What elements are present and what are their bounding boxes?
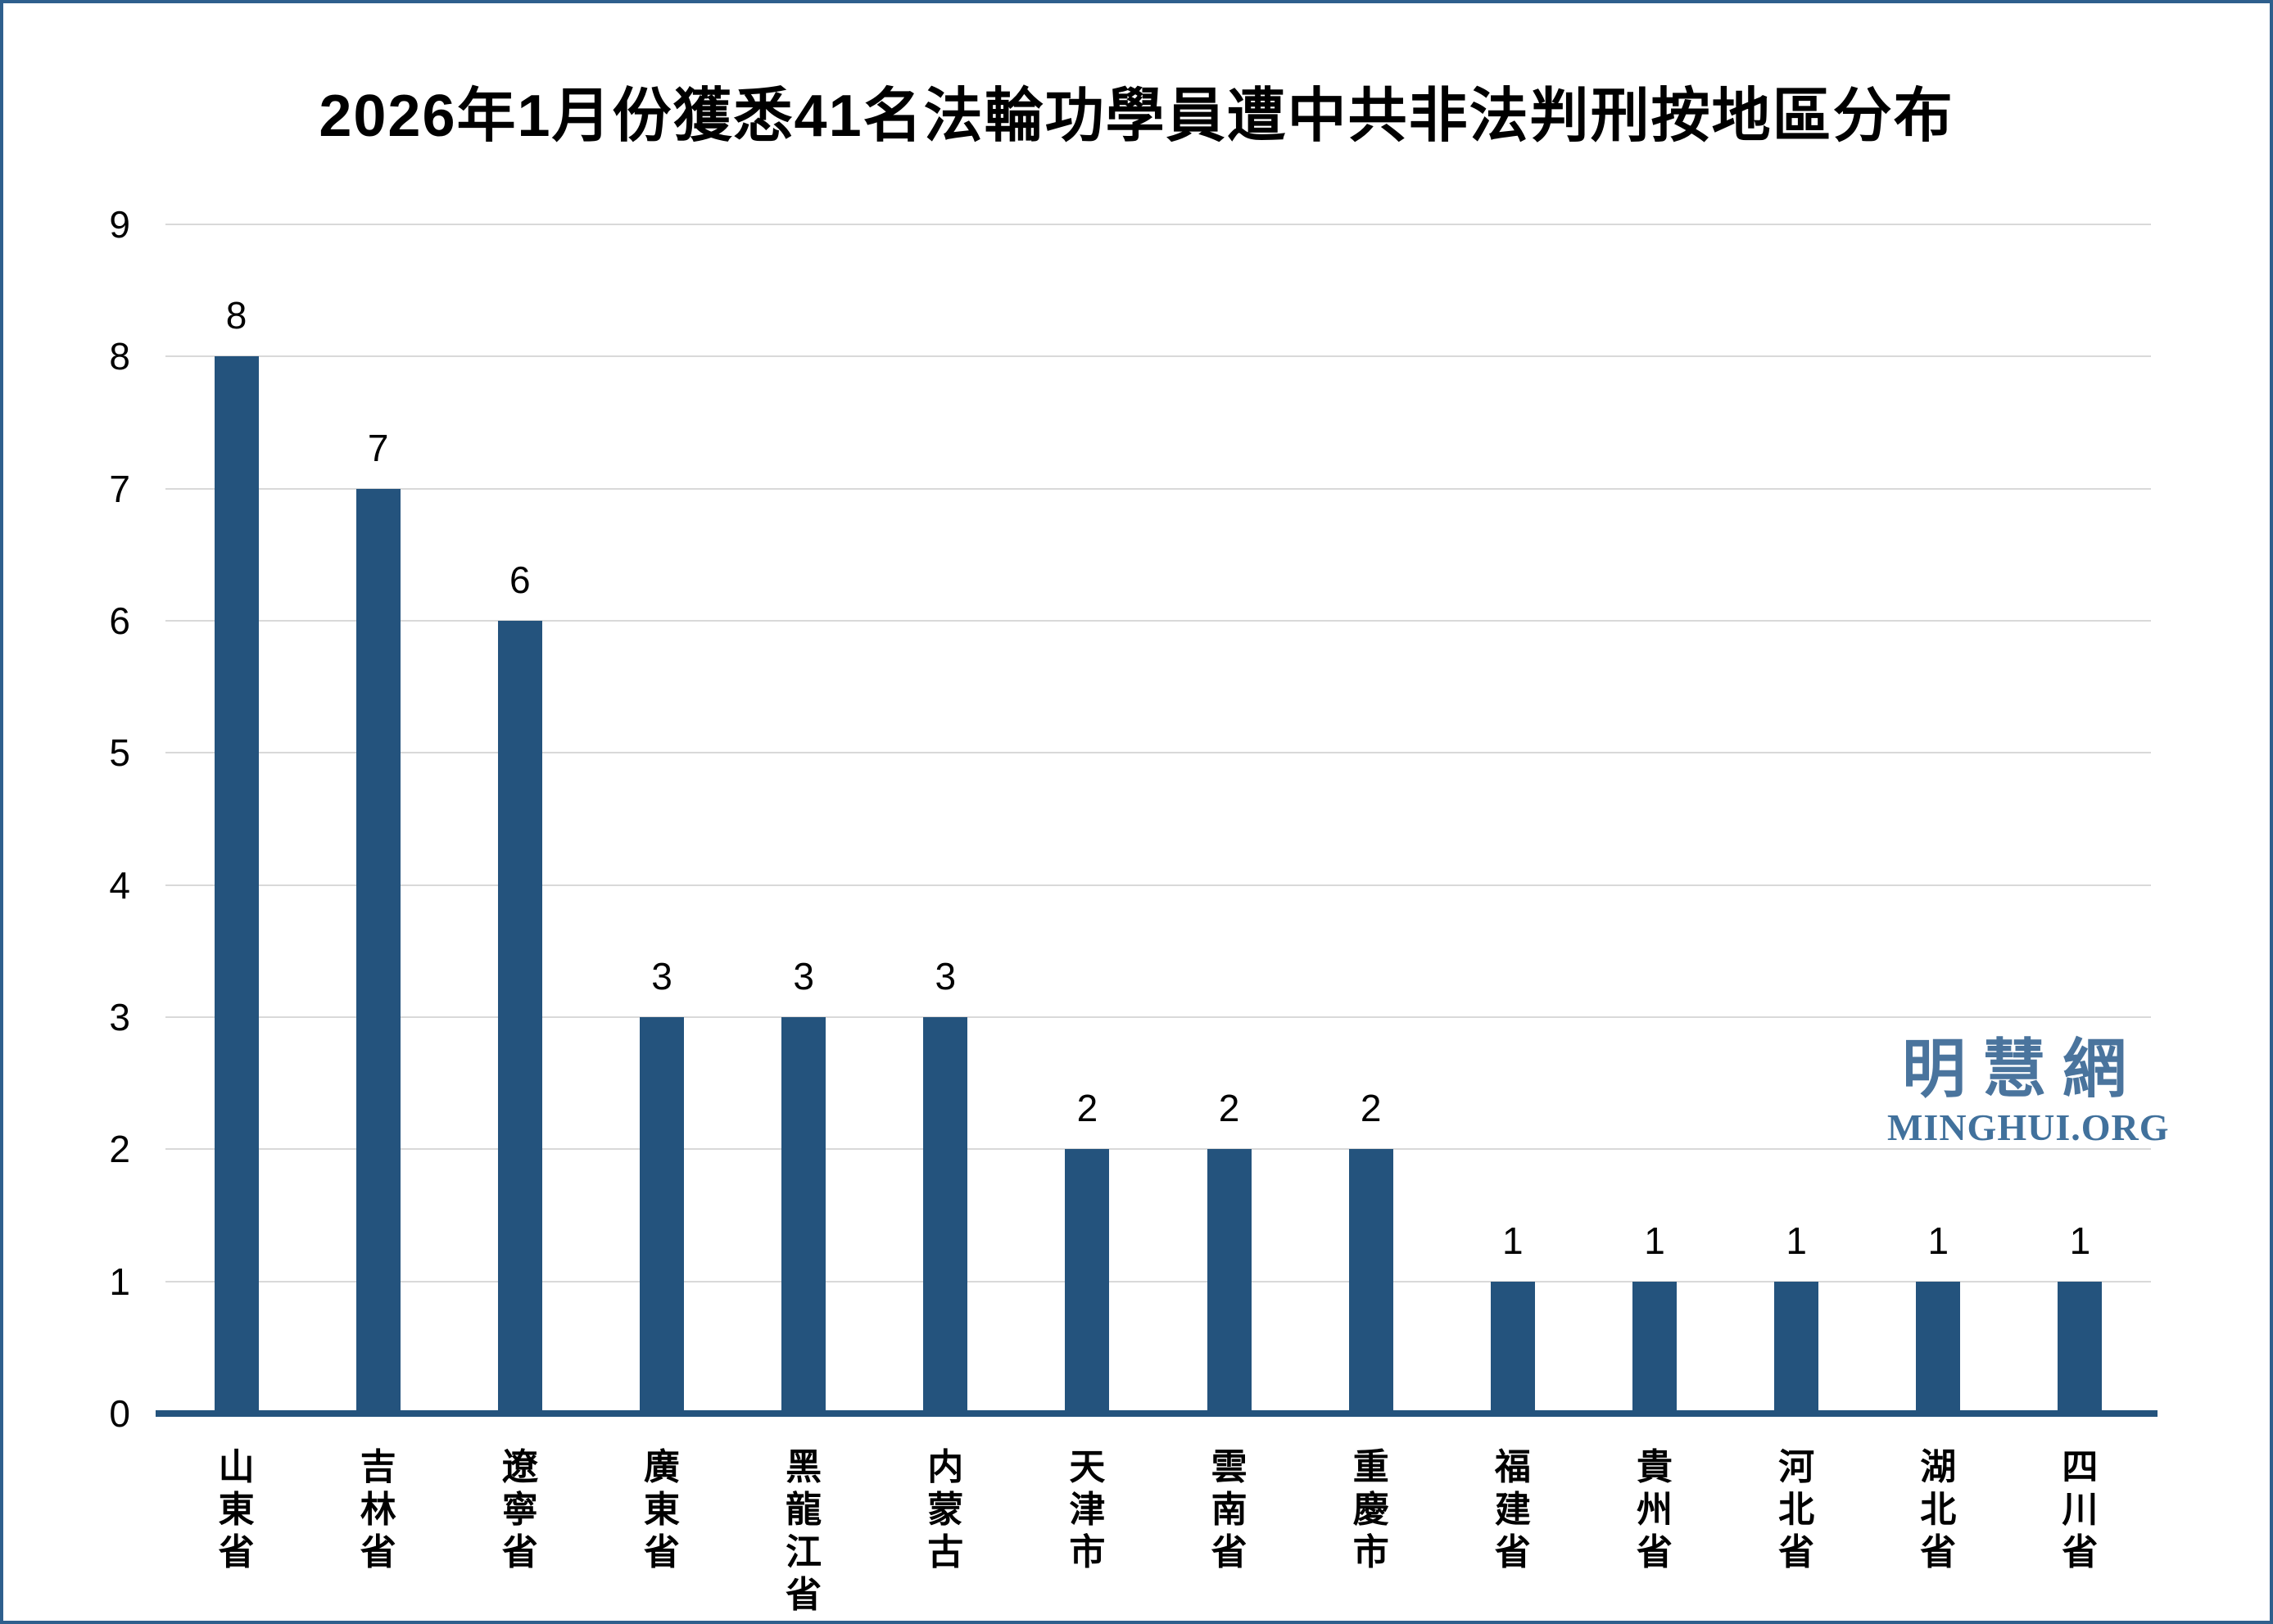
x-axis-category-label: 内 蒙 古	[927, 1447, 964, 1572]
x-axis-category-label: 黑 龍 江 省	[786, 1447, 822, 1615]
bar	[355, 488, 401, 1414]
y-axis-tick-label: 0	[109, 1392, 130, 1435]
bar-value-label: 3	[935, 955, 957, 997]
y-axis-tick-label: 8	[109, 335, 130, 378]
bar	[1632, 1281, 1677, 1414]
gridline	[165, 1148, 2151, 1151]
bar-value-label: 8	[225, 294, 247, 337]
gridline	[165, 355, 2151, 358]
bar-value-label: 1	[1644, 1219, 1665, 1262]
bar-value-label: 3	[793, 955, 814, 997]
bar	[923, 1017, 968, 1414]
x-axis-category-label: 雲 南 省	[1211, 1447, 1247, 1572]
x-axis-category-label: 遼 寧 省	[501, 1447, 538, 1572]
bar-value-label: 7	[367, 426, 389, 469]
bar-value-label: 2	[1076, 1087, 1098, 1130]
bar-value-label: 1	[1502, 1219, 1524, 1262]
bar-value-label: 1	[2069, 1219, 2091, 1262]
y-axis-tick-label: 4	[109, 863, 130, 907]
x-axis-category-label: 山 東 省	[218, 1447, 255, 1572]
bar	[1916, 1281, 1961, 1414]
gridline	[165, 752, 2151, 754]
bar	[1065, 1149, 1110, 1414]
bar-value-label: 3	[651, 955, 672, 997]
chart-title: 2026年1月份獲悉41名法輪功學員遭中共非法判刑按地區分布	[319, 84, 1954, 149]
bar-chart-plot: 0 1 2 3 4 5 6 7 8 9 8 山 東 省 7 吉 林 省 6 遼 寧 省 3 廣 東 省 3 黑 龍 江…	[3, 3, 2270, 1621]
x-axis-category-label: 天 津 市	[1069, 1447, 1106, 1572]
bar-value-label: 2	[1360, 1087, 1382, 1130]
gridline	[165, 487, 2151, 490]
bar	[1348, 1149, 1393, 1414]
x-axis-line	[156, 1410, 2158, 1417]
x-axis-category-label: 吉 林 省	[360, 1447, 396, 1572]
bar	[497, 621, 542, 1414]
bar-value-label: 1	[1786, 1219, 1807, 1262]
gridline	[165, 1280, 2151, 1282]
x-axis-category-label: 四 川 省	[2062, 1447, 2099, 1572]
bar	[1490, 1281, 1535, 1414]
bar	[1207, 1149, 1252, 1414]
x-axis-category-label: 重 慶 市	[1352, 1447, 1389, 1572]
bar	[214, 356, 259, 1414]
x-axis-category-label: 廣 東 省	[644, 1447, 680, 1572]
y-axis-tick-label: 9	[109, 203, 130, 246]
bar	[1774, 1281, 1819, 1414]
gridline	[165, 224, 2151, 225]
y-axis-tick-label: 6	[109, 599, 130, 642]
y-axis-tick-label: 3	[109, 996, 130, 1038]
bar	[2058, 1281, 2103, 1414]
x-axis-category-label: 湖 北 省	[1920, 1447, 1957, 1572]
gridline	[165, 884, 2151, 886]
gridline	[165, 620, 2151, 622]
minghui-watermark: 明慧網 MINGHUI.ORG	[1887, 1033, 2170, 1148]
bar-value-label: 2	[1218, 1087, 1240, 1130]
gridline	[165, 1016, 2151, 1018]
x-axis-category-label: 河 北 省	[1778, 1447, 1815, 1572]
bar	[640, 1017, 684, 1414]
minghui-logo-cjk: 明慧網	[1901, 1033, 2143, 1105]
bar	[781, 1017, 826, 1414]
x-axis-category-label: 福 建 省	[1494, 1447, 1531, 1572]
bar-value-label: 1	[1927, 1219, 1949, 1262]
y-axis-tick-label: 5	[109, 731, 130, 775]
bar-value-label: 6	[509, 559, 531, 601]
y-axis-tick-label: 1	[109, 1260, 130, 1303]
y-axis-tick-label: 7	[109, 467, 130, 510]
minghui-logo-latin: MINGHUI.ORG	[1887, 1106, 2170, 1148]
y-axis-tick-label: 2	[109, 1128, 130, 1171]
x-axis-category-label: 貴 州 省	[1637, 1447, 1673, 1572]
